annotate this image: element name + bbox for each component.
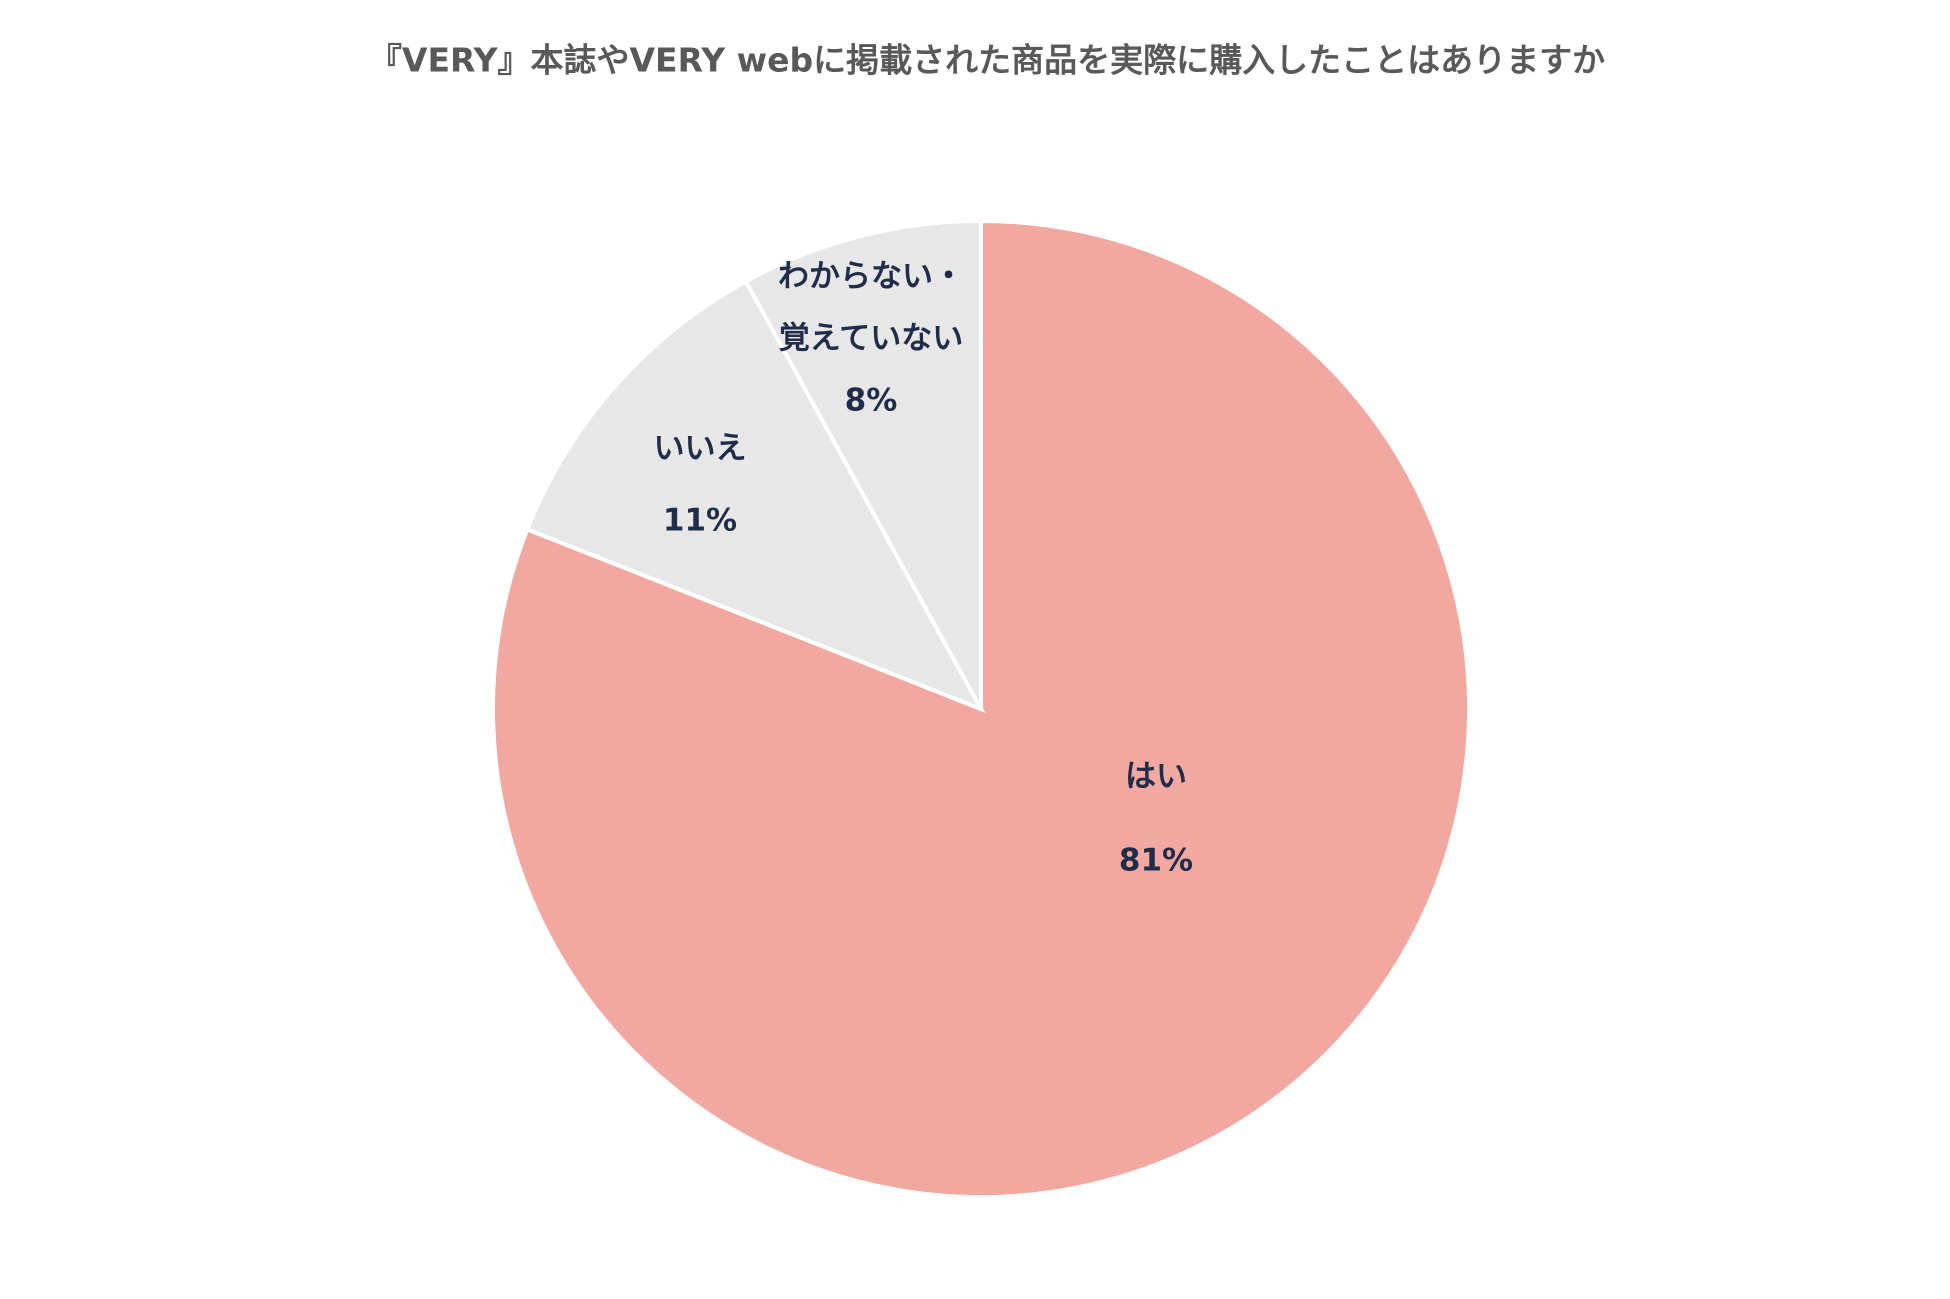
pie-slice	[491, 218, 1471, 1199]
slice-label: いいえ	[654, 431, 747, 467]
pie-slice	[743, 218, 983, 710]
pie-slice	[524, 278, 986, 713]
slice-label: 覚えていない	[779, 321, 963, 357]
slice-label: わからない・	[778, 259, 964, 295]
chart-title: 『VERY』本誌やVERY webに掲載された商品を実際に購入したことはあります…	[369, 41, 1605, 80]
value-label: 11%	[663, 503, 737, 539]
slice-label: はい	[1125, 759, 1187, 795]
value-label: 81%	[1119, 843, 1193, 879]
value-label: 8%	[845, 383, 898, 419]
